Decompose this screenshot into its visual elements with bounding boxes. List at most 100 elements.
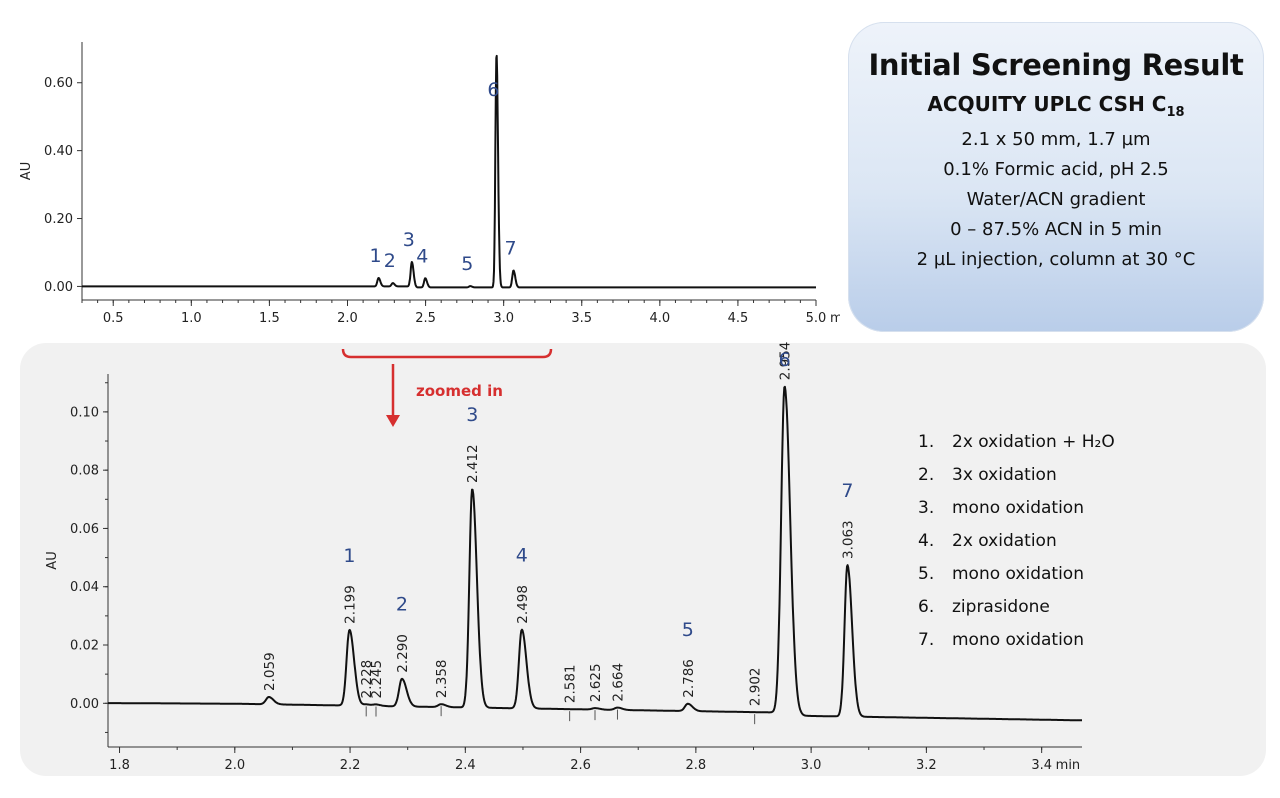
x-tick-label: 3.0 bbox=[493, 311, 514, 326]
legend-item: 7. mono oxidation bbox=[918, 630, 1115, 663]
x-tick-label: 4.5 bbox=[728, 311, 749, 326]
x-tick-label: 3.5 bbox=[571, 311, 592, 326]
retention-time-label: 2.581 bbox=[563, 664, 579, 703]
info-column-name: ACQUITY UPLC CSH C bbox=[927, 92, 1167, 116]
y-tick-label: 0.00 bbox=[70, 697, 99, 712]
legend-item: 6. ziprasidone bbox=[918, 597, 1115, 630]
retention-time-label: 2.228 bbox=[359, 660, 375, 699]
x-tick-label: 3.0 bbox=[801, 758, 822, 773]
peak-number-label: 7 bbox=[841, 480, 853, 502]
info-line-5: 2 µL injection, column at 30 °C bbox=[916, 249, 1196, 270]
x-unit-label: min bbox=[830, 311, 840, 326]
legend-num: 5. bbox=[918, 564, 935, 584]
retention-time-label: 2.902 bbox=[748, 667, 764, 706]
chromatogram-trace bbox=[81, 54, 817, 289]
legend-num: 6. bbox=[918, 597, 935, 617]
y-tick-label: 0.10 bbox=[70, 405, 99, 420]
legend-item: 5. mono oxidation bbox=[918, 564, 1115, 597]
retention-time-label: 2.625 bbox=[588, 663, 604, 702]
legend-text: mono oxidation bbox=[952, 564, 1084, 584]
info-column: ACQUITY UPLC CSH C18 bbox=[848, 92, 1264, 120]
y-tick-label: 0.40 bbox=[44, 144, 73, 159]
zoom-note: zoomed in bbox=[416, 382, 503, 400]
retention-time-label: 2.954 bbox=[778, 342, 794, 381]
y-tick-label: 0.60 bbox=[44, 76, 73, 91]
retention-time-label: 2.664 bbox=[610, 663, 626, 702]
info-line-1: 2.1 x 50 mm, 1.7 µm bbox=[961, 129, 1151, 150]
y-axis-label: AU bbox=[45, 551, 60, 569]
retention-time-label: 3.063 bbox=[840, 520, 856, 559]
peak-number-label: 3 bbox=[403, 229, 415, 251]
overview-chromatogram: 0.00 0.20 0.40 0.60 0.5 1.0 1.5 2.0 2.5 3.0 3.5 4.0… bbox=[19, 42, 840, 326]
peak-number-label: 6 bbox=[779, 349, 791, 371]
screening-info-box: Initial Screening Result ACQUITY UPLC CS… bbox=[848, 22, 1264, 332]
info-line-4: 0 – 87.5% ACN in 5 min bbox=[950, 219, 1162, 240]
chromatogram-trace bbox=[107, 385, 1083, 722]
peak-number-label: 7 bbox=[504, 237, 516, 259]
legend-text: mono oxidation bbox=[952, 630, 1084, 650]
retention-time-label: 2.245 bbox=[369, 660, 385, 699]
y-tick-label: 0.06 bbox=[70, 522, 99, 537]
legend-num: 2. bbox=[918, 465, 935, 485]
x-tick-label: 2.4 bbox=[455, 758, 476, 773]
x-tick-label: 2.5 bbox=[415, 311, 436, 326]
retention-time-label: 2.498 bbox=[515, 585, 531, 624]
peak-number-label: 6 bbox=[487, 79, 499, 101]
x-tick-label: 0.5 bbox=[103, 311, 124, 326]
legend-text: ziprasidone bbox=[952, 597, 1050, 617]
y-axis-label: AU bbox=[19, 162, 34, 180]
legend-text: 2x oxidation bbox=[952, 531, 1057, 551]
legend-text: 2x oxidation + H₂O bbox=[952, 432, 1115, 452]
legend-num: 3. bbox=[918, 498, 935, 518]
zoom-bracket bbox=[341, 348, 553, 359]
legend-item: 3. mono oxidation bbox=[918, 498, 1115, 531]
info-line-2: 0.1% Formic acid, pH 2.5 bbox=[943, 159, 1169, 180]
zoom-arrow-head bbox=[386, 415, 400, 427]
y-tick-label: 0.04 bbox=[70, 580, 99, 595]
y-tick-label: 0.00 bbox=[44, 280, 73, 295]
legend-num: 4. bbox=[918, 531, 935, 551]
legend-num: 1. bbox=[918, 432, 935, 452]
x-tick-label: 1.0 bbox=[181, 311, 202, 326]
x-tick-label: 2.2 bbox=[340, 758, 361, 773]
peak-number-label: 4 bbox=[516, 545, 528, 567]
legend-num: 7. bbox=[918, 630, 935, 650]
info-line-3: Water/ACN gradient bbox=[966, 189, 1146, 210]
x-unit-label: min bbox=[1056, 758, 1081, 773]
y-tick-label: 0.02 bbox=[70, 639, 99, 654]
retention-time-label: 2.290 bbox=[395, 634, 411, 673]
peak-number-label: 2 bbox=[396, 594, 408, 616]
x-tick-label: 4.0 bbox=[649, 311, 670, 326]
info-title: Initial Screening Result bbox=[868, 48, 1244, 82]
legend-item: 1. 2x oxidation + H₂O bbox=[918, 432, 1115, 465]
x-tick-label: 2.8 bbox=[686, 758, 707, 773]
x-tick-label: 3.2 bbox=[916, 758, 937, 773]
x-tick-label: 1.8 bbox=[109, 758, 130, 773]
retention-time-label: 2.786 bbox=[681, 659, 697, 698]
x-tick-label: 1.5 bbox=[259, 311, 280, 326]
y-tick-label: 0.20 bbox=[44, 212, 73, 227]
peak-number-label: 2 bbox=[384, 250, 396, 272]
peak-number-label: 1 bbox=[370, 245, 382, 267]
peak-legend: 1. 2x oxidation + H₂O 2. 3x oxidation 3. mo… bbox=[918, 432, 1115, 663]
peak-number-label: 4 bbox=[416, 245, 428, 267]
legend-item: 2. 3x oxidation bbox=[918, 465, 1115, 498]
legend-item: 4. 2x oxidation bbox=[918, 531, 1115, 564]
retention-time-label: 2.199 bbox=[342, 585, 358, 624]
x-tick-label: 2.6 bbox=[570, 758, 591, 773]
x-tick-label: 5.0 bbox=[806, 311, 827, 326]
y-tick-label: 0.08 bbox=[70, 464, 99, 479]
x-tick-label: 3.4 bbox=[1031, 758, 1052, 773]
peak-number-label: 5 bbox=[682, 619, 694, 641]
peak-number-label: 3 bbox=[466, 404, 478, 426]
peak-number-label: 1 bbox=[343, 545, 355, 567]
retention-time-label: 2.358 bbox=[434, 659, 450, 698]
legend-text: mono oxidation bbox=[952, 498, 1084, 518]
retention-time-label: 2.412 bbox=[465, 444, 481, 483]
legend-text: 3x oxidation bbox=[952, 465, 1057, 485]
info-column-subscript: 18 bbox=[1166, 105, 1185, 120]
peak-number-label: 5 bbox=[461, 253, 473, 275]
x-tick-label: 2.0 bbox=[224, 758, 245, 773]
x-tick-label: 2.0 bbox=[337, 311, 358, 326]
